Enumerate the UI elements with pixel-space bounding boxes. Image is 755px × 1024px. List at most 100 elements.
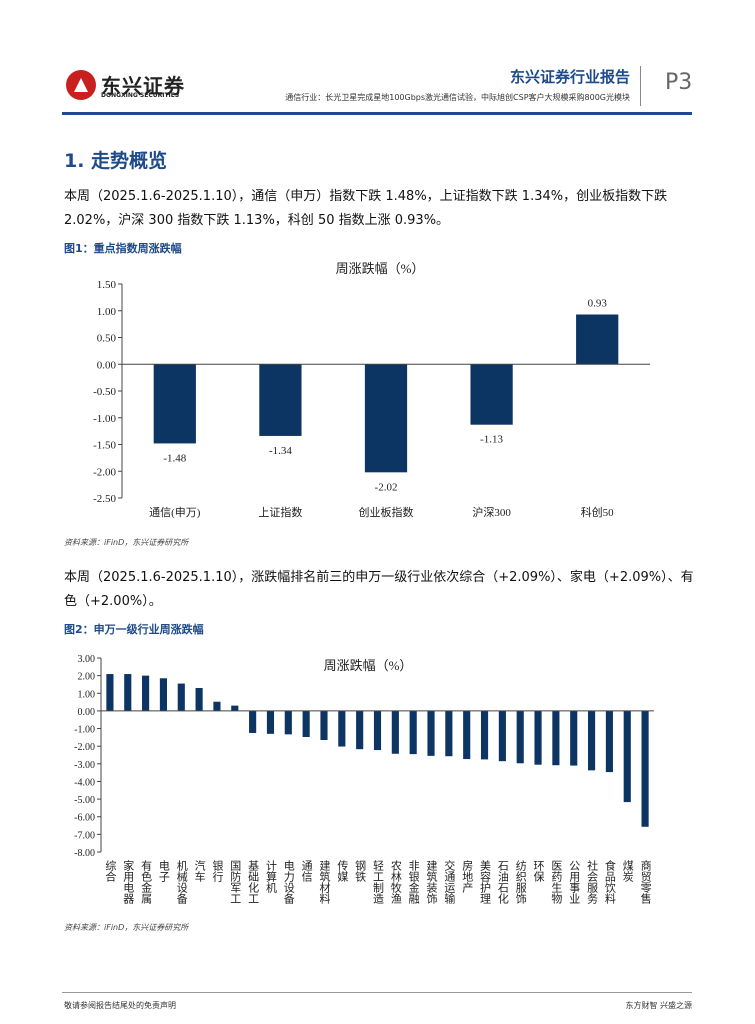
x-tick-label: 商贸零售 <box>639 859 652 905</box>
x-tick-label: 石油石化 <box>496 860 509 905</box>
figure-2-source: 资料来源：iFinD，东兴证券研究所 <box>64 923 189 932</box>
x-tick-label: 环保 <box>532 860 545 883</box>
logo-icon <box>66 70 96 100</box>
bar <box>159 678 168 711</box>
x-tick-label: 机械设备 <box>175 859 188 905</box>
x-tick-label: 非银金融 <box>407 860 420 905</box>
y-tick-label: 1.00 <box>97 306 117 318</box>
footer-slogan: 东方财智 兴盛之源 <box>625 1001 692 1010</box>
x-tick-label: 通信(申万) <box>149 506 201 519</box>
y-tick-label: -1.50 <box>93 440 116 452</box>
y-tick-label: 0.00 <box>97 359 117 371</box>
bar <box>356 710 364 750</box>
paragraph-1: 本周（2025.1.6-2025.1.10），通信（申万）指数下跌 1.48%，… <box>64 189 668 228</box>
data-label: 0.93 <box>588 297 608 309</box>
report-subtitle: 通信行业：长光卫星完成星地100Gbps激光通信试验，中际旭创CSP客户大规模采… <box>285 93 630 102</box>
bar <box>177 683 185 711</box>
bar <box>266 710 275 734</box>
bar <box>364 364 408 473</box>
page-number: P3 <box>665 70 693 95</box>
data-label: -2.02 <box>375 481 398 493</box>
logo-text: 东兴证券 <box>101 74 185 98</box>
y-tick-label: -2.00 <box>93 466 116 478</box>
y-tick-label: -5.00 <box>74 795 95 806</box>
figure-1-source: 资料来源：iFinD，东兴证券研究所 <box>64 538 189 547</box>
bar <box>463 710 471 760</box>
header-rule <box>62 112 692 115</box>
y-tick-label: -4.00 <box>74 777 95 788</box>
bar <box>338 710 346 747</box>
x-tick-label: 电子 <box>157 860 170 882</box>
x-tick-label: 交通运输 <box>443 859 456 905</box>
y-tick-label: -6.00 <box>74 813 95 824</box>
x-tick-label: 房地产 <box>461 860 474 894</box>
figure-1-caption: 图1：重点指数周涨跌幅 <box>64 242 182 255</box>
x-tick-label: 建筑装饰 <box>425 859 438 904</box>
bar <box>231 705 239 711</box>
x-tick-label: 钢铁 <box>354 860 367 882</box>
x-tick-label: 公用事业 <box>568 860 581 904</box>
bar <box>373 710 382 751</box>
y-tick-label: 3.00 <box>78 654 96 665</box>
y-tick-label: -8.00 <box>74 848 95 859</box>
y-tick-label: -2.50 <box>93 493 116 505</box>
bar <box>534 710 542 765</box>
y-tick-label: -0.50 <box>93 386 116 398</box>
bar <box>409 710 417 755</box>
y-tick-label: 0.50 <box>97 333 117 345</box>
bar <box>498 710 506 762</box>
y-tick-label: 1.00 <box>78 689 96 700</box>
report-title: 东兴证券行业报告 <box>509 68 630 86</box>
bar <box>427 710 435 756</box>
x-tick-label: 煤炭 <box>621 860 634 883</box>
bar <box>195 687 203 711</box>
y-tick-label: -2.00 <box>74 742 95 753</box>
bar <box>470 364 513 425</box>
bar <box>587 710 596 771</box>
chart-title: 周涨跌幅（%） <box>324 658 413 673</box>
x-tick-label: 通信 <box>300 860 313 883</box>
x-tick-label: 农林牧渔 <box>389 859 402 905</box>
x-tick-label: 银行 <box>211 859 224 883</box>
figure-2-caption: 图2：申万一级行业周涨跌幅 <box>64 623 204 636</box>
x-tick-label: 社会服务 <box>586 859 599 904</box>
logo-subtext: DONGXING SECURITIES <box>101 92 180 99</box>
bar <box>576 314 619 365</box>
x-tick-label: 上证指数 <box>258 505 302 519</box>
x-tick-label: 基础化工 <box>247 860 260 904</box>
bar <box>480 710 489 760</box>
bar <box>302 710 310 738</box>
bar <box>552 710 560 766</box>
bar <box>623 710 631 803</box>
chart-1: 周涨跌幅（%） 1.50 1.00 0.50 0.00 -0.50 -1.00 -1.50 -2… <box>93 261 650 519</box>
bar <box>570 710 578 766</box>
y-tick-label: -7.00 <box>74 830 95 841</box>
bar <box>249 710 257 733</box>
x-tick-label: 建筑材料 <box>318 859 331 905</box>
x-tick-label: 轻工制造 <box>372 859 385 904</box>
x-tick-label: 传媒 <box>336 860 349 883</box>
x-tick-label: 有色金属 <box>140 859 153 905</box>
y-tick-label: 1.50 <box>97 279 117 291</box>
chart-2: 周涨跌幅（%） 3.00 2.00 1.00 0.00 -1.00 -2.00 -3.00 -4… <box>74 654 654 905</box>
x-tick-label: 科创50 <box>581 505 614 519</box>
bar <box>391 710 399 754</box>
paragraph-2: 本周（2025.1.6-2025.1.10），涨跌幅排名前三的申万一级行业依次综… <box>64 570 694 609</box>
bar <box>153 364 196 444</box>
data-label: -1.34 <box>269 445 292 457</box>
bar <box>213 701 221 711</box>
x-tick-label: 汽车 <box>193 859 206 883</box>
x-tick-label: 计算机 <box>264 860 277 893</box>
chart-title: 周涨跌幅（%） <box>336 261 425 276</box>
header-divider <box>640 66 641 106</box>
x-tick-label: 国防军工 <box>229 860 242 904</box>
x-tick-label: 沪深300 <box>472 505 511 519</box>
footer-rule <box>62 992 692 993</box>
bar <box>124 674 132 711</box>
x-tick-label: 电力设备 <box>282 860 295 905</box>
y-tick-label: 0.00 <box>78 707 96 718</box>
x-tick-label: 家用电器 <box>122 859 134 905</box>
x-tick-label: 综合 <box>104 859 117 882</box>
x-tick-label: 创业板指数 <box>359 505 414 519</box>
